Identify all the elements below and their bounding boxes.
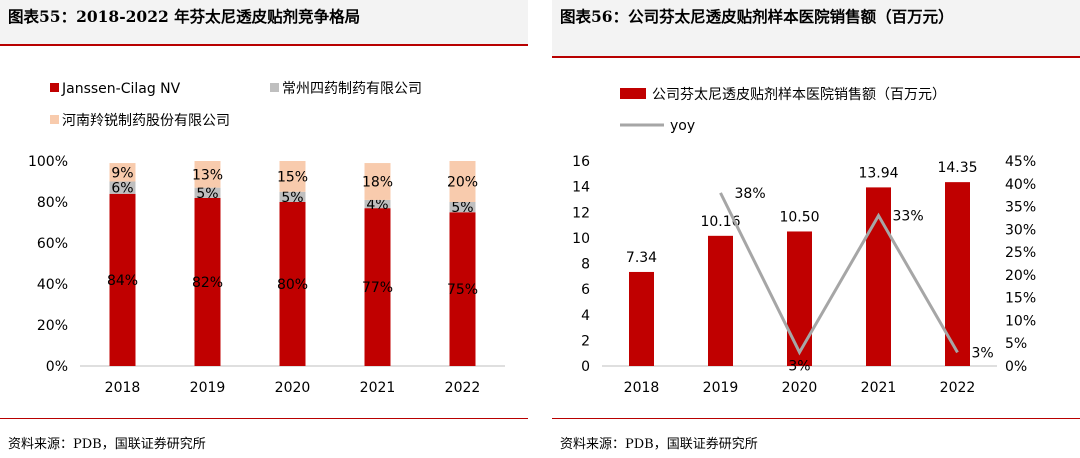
y-tick-label: 100% [28, 154, 68, 170]
legend-label: 公司芬太尼透皮贴剂样本医院销售额（百万元） [652, 87, 946, 103]
yoy-label: 33% [893, 209, 924, 225]
bar-segment [109, 193, 136, 366]
bar [708, 235, 733, 366]
bar-segment [194, 197, 221, 366]
x-tick-label: 2019 [190, 380, 226, 396]
bar-value-label: 14.35 [937, 160, 977, 176]
bar [629, 271, 654, 366]
y-right-tick-label: 35% [1005, 200, 1036, 216]
bar-segment [449, 161, 476, 202]
x-tick-label: 2020 [275, 380, 311, 396]
y-tick-label: 0% [46, 359, 68, 375]
bar-segment [364, 208, 391, 366]
bar-segment [449, 212, 476, 366]
legend-swatch [50, 83, 59, 92]
x-tick-label: 2018 [105, 380, 141, 396]
legend-label: 常州四药制药有限公司 [282, 81, 422, 97]
bar-segment [279, 161, 306, 192]
y-tick-label: 80% [37, 195, 68, 211]
bar-value-label: 10.50 [779, 209, 819, 225]
data-label: 20% [447, 175, 478, 191]
y-left-tick-label: 6 [581, 282, 590, 298]
y-tick-label: 20% [37, 318, 68, 334]
data-label: 82% [192, 275, 223, 291]
data-label: 5% [281, 190, 303, 206]
bar-value-label: 7.34 [626, 250, 657, 266]
data-label: 13% [192, 167, 223, 183]
x-tick-label: 2022 [940, 380, 976, 396]
y-tick-label: 40% [37, 277, 68, 293]
bar-segment [364, 199, 391, 209]
data-label: 6% [111, 181, 133, 197]
y-left-tick-label: 0 [581, 359, 590, 375]
x-tick-label: 2021 [360, 380, 396, 396]
bar-segment [109, 181, 136, 194]
legend-label: 河南羚锐制药股份有限公司 [62, 113, 230, 129]
legend-label: Janssen-Cilag NV [61, 81, 181, 97]
bar-segment [449, 202, 476, 213]
legend-swatch [620, 88, 646, 99]
data-label: 4% [366, 197, 388, 213]
right-figure: 图表56：公司芬太尼透皮贴剂样本医院销售额（百万元） 公司芬太尼透皮贴剂样本医院… [552, 0, 1080, 458]
left-figure: 图表55：2018-2022 年芬太尼透皮贴剂竞争格局 Janssen-Cila… [0, 0, 528, 458]
data-label: 5% [196, 186, 218, 202]
figure-title: 图表55：2018-2022 年芬太尼透皮贴剂竞争格局 [0, 0, 528, 46]
x-tick-label: 2019 [703, 380, 739, 396]
data-label: 75% [447, 282, 478, 298]
yoy-label: 3% [788, 358, 810, 374]
bar-segment [109, 163, 136, 182]
bar-value-label: 10.16 [700, 214, 740, 230]
yoy-line [719, 192, 959, 356]
y-right-tick-label: 0% [1005, 359, 1027, 375]
data-label: 80% [277, 277, 308, 293]
y-right-tick-label: 10% [1005, 313, 1036, 329]
y-left-tick-label: 16 [572, 154, 590, 170]
bar-line-chart: 公司芬太尼透皮贴剂样本医院销售额（百万元） yoy 0 2 4 6 8 10 12 14 16 0% 5… [572, 87, 1036, 396]
bar-segment [364, 163, 391, 200]
x-tick-label: 2022 [445, 380, 481, 396]
bar-segment [194, 187, 221, 198]
y-right-tick-label: 45% [1005, 154, 1036, 170]
y-right-tick-label: 25% [1005, 245, 1036, 261]
y-left-tick-label: 12 [572, 205, 590, 221]
y-left-tick-label: 10 [572, 231, 590, 247]
legend-swatch [50, 115, 59, 124]
y-right-tick-label: 20% [1005, 268, 1036, 284]
source-note: 资料来源：PDB，国联证券研究所 [0, 418, 528, 458]
y-right-tick-label: 15% [1005, 291, 1036, 307]
y-left-tick-label: 8 [581, 257, 590, 273]
source-note: 资料来源：PDB，国联证券研究所 [552, 418, 1080, 458]
y-right-tick-label: 5% [1005, 336, 1027, 352]
yoy-label: 38% [735, 186, 766, 202]
x-tick-label: 2021 [861, 380, 897, 396]
bar-value-label: 13.94 [858, 165, 898, 181]
figure-title: 图表56：公司芬太尼透皮贴剂样本医院销售额（百万元） [552, 0, 1080, 58]
x-tick-label: 2018 [624, 380, 660, 396]
data-label: 5% [451, 200, 473, 216]
yoy-label: 3% [972, 345, 994, 361]
x-tick-label: 2020 [782, 380, 818, 396]
y-right-tick-label: 30% [1005, 222, 1036, 238]
legend-swatch [270, 83, 279, 92]
y-right-tick-label: 40% [1005, 177, 1036, 193]
bar-segment [194, 161, 221, 188]
data-label: 9% [111, 165, 133, 181]
bar-segment [279, 191, 306, 202]
bar-segment [279, 202, 306, 366]
y-left-tick-label: 2 [581, 333, 590, 349]
data-label: 77% [362, 280, 393, 296]
data-label: 84% [107, 273, 138, 289]
data-label: 18% [362, 175, 393, 191]
bar [787, 231, 812, 366]
y-left-tick-label: 14 [572, 180, 590, 196]
data-label: 15% [277, 169, 308, 185]
y-left-tick-label: 4 [581, 308, 590, 324]
legend-label: yoy [670, 118, 695, 134]
y-tick-label: 60% [37, 236, 68, 252]
